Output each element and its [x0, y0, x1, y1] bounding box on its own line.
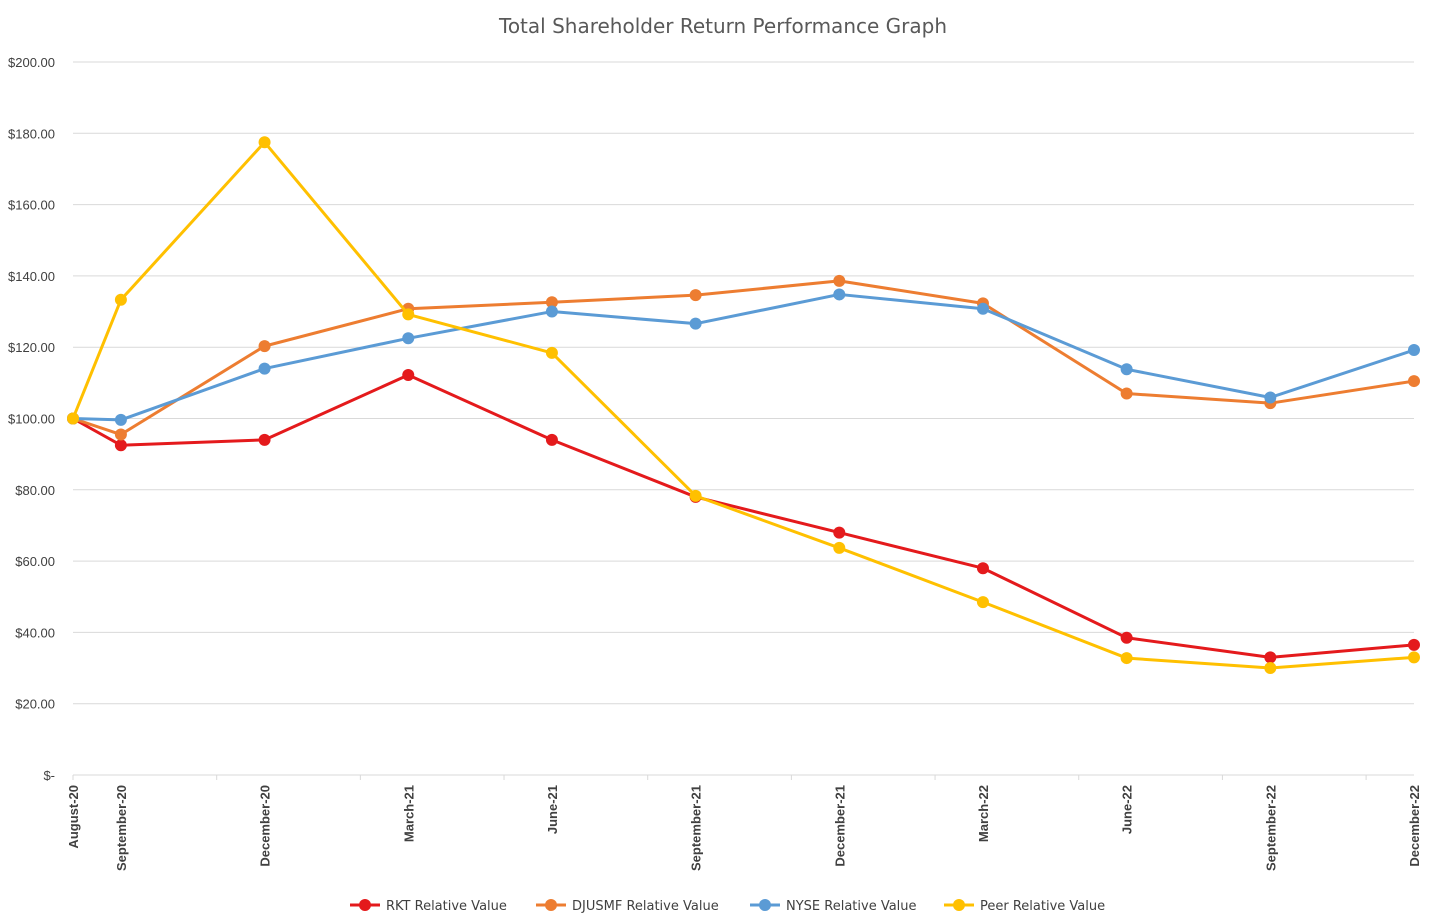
- data-point: [258, 136, 271, 149]
- x-tick-label: September-20: [114, 785, 129, 871]
- data-point: [1264, 391, 1277, 404]
- x-tick-label: December-21: [832, 785, 847, 867]
- data-point: [402, 332, 415, 345]
- y-tick-label: $160.00: [8, 198, 55, 213]
- series-line: [72, 279, 1415, 437]
- y-tick-label: $100.00: [8, 412, 55, 427]
- data-point: [114, 428, 127, 441]
- data-point: [258, 340, 271, 353]
- y-tick-label: $40.00: [15, 625, 55, 640]
- y-tick-label: $120.00: [8, 340, 55, 355]
- y-tick-label: $140.00: [8, 269, 55, 284]
- y-tick-label: $-: [43, 768, 55, 783]
- data-point: [114, 413, 127, 426]
- series-djusmf-relative-value: [67, 274, 1420, 441]
- legend-label: Peer Relative Value: [980, 899, 1105, 914]
- data-point: [258, 362, 271, 375]
- data-point: [1408, 375, 1420, 388]
- legend-item: Peer Relative Value: [944, 899, 1105, 914]
- series-group: [67, 136, 1420, 675]
- y-tick-label: $180.00: [8, 126, 55, 141]
- x-tick-label: August-20: [66, 785, 81, 849]
- series-peer-relative-value: [67, 136, 1420, 675]
- x-tick-label: September-22: [1263, 785, 1278, 871]
- x-tick-label: June-22: [1120, 785, 1135, 834]
- data-point: [1408, 638, 1420, 651]
- data-point: [402, 369, 415, 382]
- y-tick-label: $200.00: [8, 55, 55, 70]
- data-point: [976, 302, 989, 315]
- legend-item: RKT Relative Value: [350, 899, 507, 914]
- data-point: [1264, 662, 1277, 675]
- legend-swatch-marker: [953, 899, 965, 911]
- data-point: [402, 308, 415, 321]
- x-axis-ticks: August-20 September-20 December-20 March-21…: [66, 785, 1422, 871]
- x-tick-label: March-22: [976, 785, 991, 842]
- legend-label: RKT Relative Value: [386, 899, 507, 914]
- series-rkt-relative-value: [67, 369, 1420, 664]
- data-point: [1264, 651, 1277, 664]
- data-point: [689, 289, 702, 302]
- series-nyse-relative-value: [67, 288, 1420, 426]
- legend-swatch-marker: [359, 899, 371, 911]
- data-point: [1408, 651, 1420, 664]
- data-point: [1120, 631, 1133, 644]
- legend-swatch-marker: [759, 899, 771, 911]
- data-point: [689, 317, 702, 330]
- data-point: [1120, 652, 1133, 665]
- data-point: [1120, 387, 1133, 400]
- legend-item: NYSE Relative Value: [750, 899, 917, 914]
- data-point: [1120, 363, 1133, 376]
- legend-item: DJUSMF Relative Value: [536, 899, 719, 914]
- series-line: [71, 140, 1415, 670]
- series-line: [72, 373, 1415, 659]
- data-point: [689, 489, 702, 502]
- data-point: [545, 305, 558, 318]
- x-tick-label: December-22: [1407, 785, 1422, 867]
- data-point: [258, 433, 271, 446]
- data-point: [114, 439, 127, 452]
- data-point: [114, 293, 127, 306]
- data-point: [833, 541, 846, 554]
- data-point: [1408, 344, 1420, 357]
- data-point: [545, 296, 558, 309]
- data-point: [976, 596, 989, 609]
- legend: RKT Relative Value DJUSMF Relative Value N…: [350, 899, 1105, 914]
- data-point: [545, 433, 558, 446]
- y-tick-label: $60.00: [15, 554, 55, 569]
- x-tick-label: December-20: [258, 785, 273, 867]
- x-tick-label: June-21: [545, 785, 560, 834]
- y-tick-label: $20.00: [15, 697, 55, 712]
- legend-swatch-marker: [545, 899, 557, 911]
- y-axis-ticks: $- $20.00 $40.00 $60.00 $80.00 $100.00 $120.00…: [8, 55, 55, 783]
- data-point: [833, 274, 846, 287]
- x-tick-label: September-21: [689, 785, 704, 871]
- series-line: [72, 292, 1415, 422]
- data-point: [545, 346, 558, 359]
- x-tick-label: March-21: [401, 785, 416, 842]
- gridlines: [73, 61, 1414, 705]
- data-point: [833, 526, 846, 539]
- axes: [72, 774, 1414, 780]
- chart-title: Total Shareholder Return Performance Gra…: [498, 14, 947, 38]
- y-tick-label: $80.00: [15, 483, 55, 498]
- data-point: [976, 562, 989, 575]
- data-point: [67, 412, 79, 425]
- legend-label: NYSE Relative Value: [786, 899, 917, 914]
- legend-label: DJUSMF Relative Value: [572, 899, 719, 914]
- data-point: [833, 288, 846, 301]
